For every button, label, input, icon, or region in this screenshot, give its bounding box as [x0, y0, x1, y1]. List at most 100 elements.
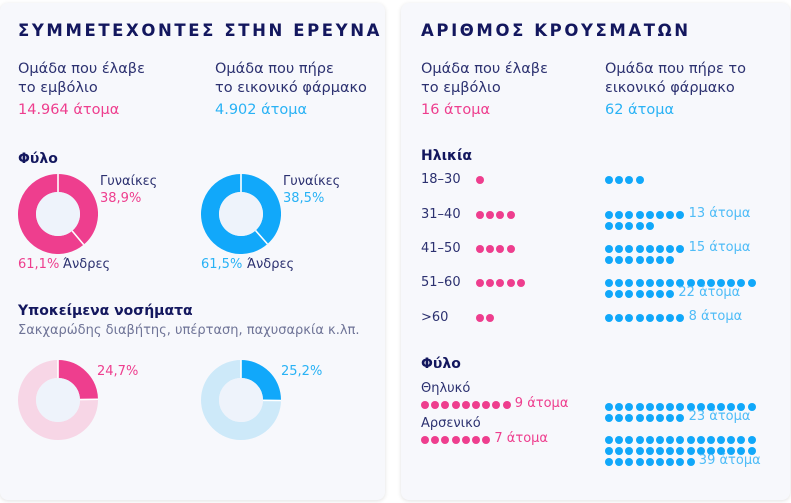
placebo-conditions-pct: 25,2%	[281, 364, 323, 379]
sex-placebo-dots-dot	[717, 403, 726, 411]
age-placebo-dots-dot	[655, 211, 664, 219]
sex-placebo-dots-dot	[727, 403, 736, 411]
sex-vaccine-dots-dot	[451, 436, 460, 444]
age-placebo-dots-dot	[666, 314, 675, 322]
age-placebo-dots-dot	[666, 279, 675, 287]
age-placebo-count: 8 άτομα	[688, 309, 743, 324]
age-placebo-dots-dot	[645, 256, 654, 264]
age-placebo-dots-dot	[676, 314, 685, 322]
cases-placebo-count: 62 άτομα	[605, 102, 675, 118]
sex-vaccine-count: 7 άτομα	[494, 431, 548, 446]
placebo-participant-count: 4.902 άτομα	[215, 102, 308, 118]
age-placebo-dots-dot	[655, 314, 664, 322]
sex-placebo-dots-dot	[727, 436, 736, 444]
conditions-heading: Υποκείμενα νοσήματα	[18, 303, 193, 319]
vaccine-sex-slice-1	[18, 174, 84, 254]
sex-heading: Φύλο	[18, 151, 58, 167]
sex-placebo-dots-dot	[676, 458, 685, 466]
sex-placebo-dots-dot	[605, 436, 613, 444]
vaccine-conditions-slice-1	[18, 360, 98, 440]
age-placebo-dots-dot	[615, 279, 624, 287]
sex-placebo-dots	[605, 402, 758, 424]
participants-card: ΣΥΜΜΕΤΕΧΟΝΤΕΣ ΣΤΗΝ ΕΡΕΥΝΑ Ομάδα που έλαβ…	[0, 3, 385, 500]
sex-placebo-dots-dot	[717, 436, 726, 444]
sex-vaccine-count: 9 άτομα	[514, 396, 569, 411]
sex-placebo-dots-dot	[666, 403, 675, 411]
sex-placebo-dots-dot	[645, 447, 654, 455]
sex-placebo-dots-dot	[676, 447, 685, 455]
age-vaccine-dots-dot	[496, 245, 505, 253]
cases-placebo-group-label: Ομάδα που πήρε το εικονικό φάρμακο	[605, 60, 746, 98]
sex-placebo-dots-dot	[605, 458, 613, 466]
age-placebo-count: 13 άτομα	[688, 206, 751, 221]
sex-placebo-dots-dot	[615, 436, 624, 444]
sex-placebo-dots-dot	[615, 458, 624, 466]
age-placebo-dots-dot	[635, 176, 644, 184]
age-placebo-dots-dot	[615, 211, 624, 219]
sex-vaccine-dots	[421, 435, 492, 446]
age-placebo-dots-dot	[615, 314, 624, 322]
placebo-men-pct: 61,5%	[201, 257, 243, 272]
sex-placebo-dots-dot	[655, 447, 664, 455]
sex-placebo-dots-dot	[696, 447, 705, 455]
age-placebo-dots-dot	[615, 256, 624, 264]
age-placebo-dots-dot	[615, 290, 624, 298]
vaccine-sex-slice-0	[57, 174, 98, 245]
age-placebo-dots-dot	[676, 211, 685, 219]
sex-vaccine-dots-dot	[451, 401, 460, 409]
sex-vaccine-dots-dot	[431, 401, 440, 409]
sex-placebo-dots-dot	[706, 403, 715, 411]
age-placebo-dots-dot	[635, 279, 644, 287]
cases-card: ΑΡΙΘΜΟΣ ΚΡΟΥΣΜΑΤΩΝ Ομάδα που έλαβε το εμ…	[401, 3, 790, 500]
age-placebo-dots-dot	[605, 314, 613, 322]
vaccine-conditions-hole	[36, 378, 80, 422]
age-placebo-dots-dot	[747, 279, 756, 287]
age-vaccine-dots-dot	[476, 245, 484, 253]
sex-placebo-dots-dot	[635, 436, 644, 444]
age-vaccine-dots-dot	[476, 314, 484, 322]
age-placebo-dots-dot	[645, 314, 654, 322]
sex-placebo-dots-dot	[625, 403, 634, 411]
age-placebo-dots-dot	[625, 176, 634, 184]
sex-placebo-dots-dot	[737, 403, 746, 411]
age-label: 31–40	[421, 207, 461, 222]
age-vaccine-dots-dot	[516, 279, 525, 287]
age-placebo-dots-dot	[625, 314, 634, 322]
sex-placebo-dots-dot	[635, 458, 644, 466]
vaccine-sex-separator-1	[71, 230, 85, 246]
age-placebo-dots-dot	[655, 245, 664, 253]
sex-placebo-count: 23 άτομα	[688, 409, 751, 424]
participants-title: ΣΥΜΜΕΤΕΧΟΝΤΕΣ ΣΤΗΝ ΕΡΕΥΝΑ	[18, 21, 383, 40]
vaccine-group-label-line2: το εμβόλιο	[18, 80, 98, 96]
age-placebo-dots-dot	[645, 290, 654, 298]
age-placebo-dots-dot	[655, 279, 664, 287]
sex-placebo-dots-dot	[625, 458, 634, 466]
female-label: Θηλυκό	[421, 381, 471, 396]
age-placebo-dots-dot	[676, 245, 685, 253]
cases-title: ΑΡΙΘΜΟΣ ΚΡΟΥΣΜΑΤΩΝ	[421, 21, 691, 40]
age-placebo-dots-dot	[676, 279, 685, 287]
cases-vaccine-label-line2: το εμβόλιο	[421, 80, 501, 96]
age-vaccine-dots	[476, 278, 527, 289]
conditions-subtitle: Σακχαρώδης διαβήτης, υπέρταση, παχυσαρκί…	[18, 323, 360, 338]
vaccine-group-label-line1: Ομάδα που έλαβε	[18, 61, 145, 77]
placebo-sex-hole	[219, 192, 263, 236]
sex-vaccine-dots-dot	[482, 401, 491, 409]
age-vaccine-dots	[476, 313, 496, 324]
sex-placebo-dots-dot	[605, 403, 613, 411]
sex-placebo-dots-dot	[666, 436, 675, 444]
vaccine-conditions-slice-0	[57, 360, 98, 401]
age-placebo-dots	[605, 175, 646, 186]
age-label: 41–50	[421, 241, 461, 256]
sex-placebo-dots-dot	[686, 447, 695, 455]
sex-vaccine-dots-dot	[471, 401, 480, 409]
age-vaccine-dots-dot	[486, 245, 495, 253]
age-placebo-dots-dot	[645, 279, 654, 287]
sex-vaccine-dots-dot	[431, 436, 440, 444]
placebo-group-label: Ομάδα που πήρε το εικονικό φάρμακο	[215, 60, 367, 98]
sex-vaccine-dots-dot	[421, 401, 429, 409]
sex-placebo-dots-dot	[666, 458, 675, 466]
sex-vaccine-dots-dot	[461, 436, 470, 444]
age-vaccine-dots	[476, 210, 517, 221]
sex-placebo-dots-dot	[615, 403, 624, 411]
